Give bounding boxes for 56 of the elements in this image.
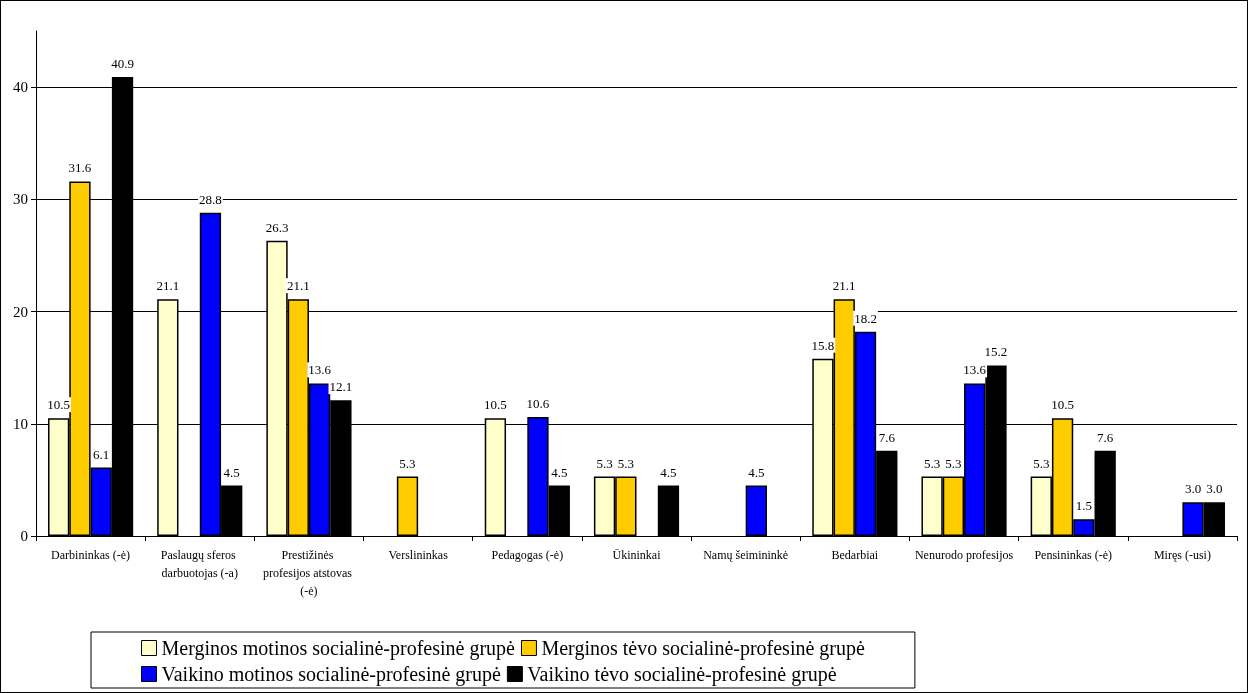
legend-label: Vaikino tėvo socialinė-profesinė grupė [527,663,837,686]
legend-label: Merginos tėvo socialinė-profesinė grupė [541,637,865,660]
data-label: 4.5 [223,464,240,480]
x-tick-label: Pensininkas (-ė) [1034,548,1113,562]
legend-label: Vaikino motinos socialinė-profesinė grupė [161,663,501,686]
data-label: 21.1 [286,278,310,294]
bar [396,476,419,536]
bar [657,485,680,536]
data-label: 10.6 [526,396,550,412]
x-tick-label: Ūkininkai [612,548,662,562]
data-label: 4.5 [660,464,677,480]
data-label: 5.3 [399,455,416,471]
data-label: 5.3 [945,455,962,471]
y-tick-label: 20 [13,303,28,320]
y-tick-label: 40 [13,79,28,96]
x-tick-label: Bedarbiai [831,548,879,562]
data-label: 1.5 [1075,498,1092,514]
data-label: 40.9 [111,56,134,72]
data-label: 26.3 [265,219,289,235]
data-label: 4.5 [551,464,568,480]
data-label: 13.6 [308,362,332,378]
data-label: 10.5 [47,397,71,413]
data-label: 3.0 [1206,481,1223,497]
data-label: 21.1 [832,278,856,294]
y-tick-label: 30 [13,191,28,208]
data-label: 5.3 [1033,455,1050,471]
data-label: 5.3 [617,455,634,471]
data-label: 13.6 [963,362,987,378]
data-label: 12.1 [329,379,353,395]
x-tick-label: Nenurodo profesijos [914,548,1014,562]
data-label: 3.0 [1184,481,1202,497]
data-label: 5.3 [923,455,941,471]
data-label: 4.5 [748,464,765,480]
x-tick-label: Paslaugų sferos darbuotojas (-a) [160,548,239,580]
data-label: 10.5 [484,397,507,413]
data-label: 6.1 [93,446,110,462]
data-label: 5.3 [596,455,613,471]
legend-label: Merginos motinos socialinė-profesinė grupė [161,637,516,660]
data-label: 15.2 [984,344,1008,360]
data-label: 18.2 [854,310,877,326]
x-tick-label: Darbininkas (-ė) [51,548,131,562]
x-tick-label: Pedagogas (-ė) [491,548,564,562]
y-tick-label: 10 [13,415,28,432]
data-label: 28.8 [199,191,222,207]
x-tick-label: Miręs (-usi) [1153,548,1211,562]
data-label: 7.6 [878,429,896,445]
data-label: 31.6 [68,160,92,176]
data-label: 7.6 [1097,429,1114,445]
x-tick-label: Verslininkas [388,548,449,562]
data-label: 21.1 [156,278,180,294]
x-tick-label: Namų šeimininkė [703,548,789,562]
data-label: 10.5 [1051,397,1074,413]
data-label: 15.8 [811,337,835,353]
x-tick-label: Prestižinės profesijos atstovas (-ė) [262,548,355,598]
y-tick-label: 0 [20,528,28,544]
bar [745,485,767,536]
